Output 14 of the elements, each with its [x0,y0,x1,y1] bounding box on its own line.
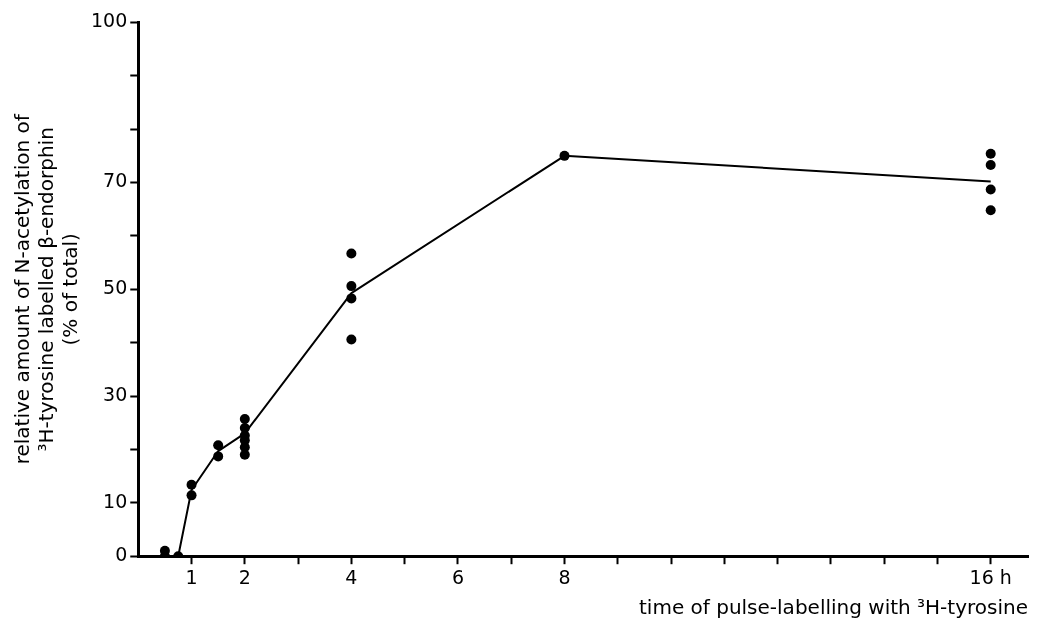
y-tick-label: 0 [115,543,128,566]
x-tick-label: 6 [451,565,464,588]
x-tick-label: 16 h [969,565,1012,588]
x-tick-label: 2 [238,565,251,588]
x-axis-title: time of pulse-labelling with ³H-tyrosine [639,595,1028,620]
y-tick-label: 30 [103,383,128,405]
y-tick-label: 50 [103,276,128,299]
y-tick-label: 10 [103,489,128,512]
x-tick-label: 4 [345,565,358,588]
y-tick-label: 70 [103,169,128,192]
x-tick-label: 8 [558,565,571,588]
y-tick-label: 100 [91,9,128,32]
x-tick-label: 1 [185,565,198,588]
y-axis-title: relative amount of N-acetylation of ³H-tyrosine labelled β-endorphin (% of total) [10,113,83,465]
